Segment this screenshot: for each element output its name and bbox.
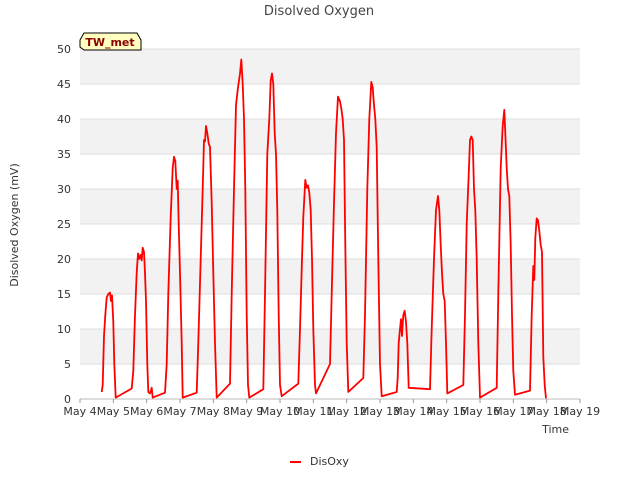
y-tick-label: 5 <box>64 358 71 371</box>
badge-label: TW_met <box>85 36 134 49</box>
x-tick-label: May 11 <box>293 405 333 418</box>
plot-band <box>80 49 580 84</box>
y-tick-label: 30 <box>57 183 71 196</box>
x-tick-label: May 6 <box>130 405 163 418</box>
x-tick-label: May 9 <box>230 405 263 418</box>
x-tick-label: May 17 <box>493 405 533 418</box>
chart-title: Disolved Oxygen <box>264 4 374 19</box>
x-tick-label: May 13 <box>360 405 400 418</box>
y-tick-label: 0 <box>64 393 71 406</box>
plot-band <box>80 259 580 294</box>
legend-label: DisOxy <box>310 455 349 468</box>
series-lines <box>100 58 547 399</box>
y-axis-ticks: 0 5 10 15 20 25 30 35 40 45 50 <box>57 43 71 406</box>
badge-background <box>79 32 142 51</box>
x-tick-label: May 12 <box>327 405 367 418</box>
x-tick-label: May 15 <box>427 405 467 418</box>
y-tick-label: 50 <box>57 43 71 56</box>
x-tick-label: May 10 <box>260 405 300 418</box>
plot-band <box>80 189 580 224</box>
y-tick-label: 15 <box>57 288 71 301</box>
plot-background <box>80 49 580 364</box>
y-tick-label: 40 <box>57 113 71 126</box>
x-tick-label: May 5 <box>97 405 130 418</box>
y-axis-label: Disolved Oxygen (mV) <box>8 163 21 287</box>
x-tick-label: May 14 <box>393 405 433 418</box>
y-tick-label: 35 <box>57 148 71 161</box>
x-tick-label: May 18 <box>527 405 567 418</box>
x-tick-label: May 19 <box>560 405 600 418</box>
gridlines <box>80 48 580 400</box>
x-tick-label: May 8 <box>197 405 230 418</box>
series-line-disoxy <box>100 58 547 399</box>
legend: DisOxy <box>290 455 349 468</box>
y-tick-label: 45 <box>57 78 71 91</box>
y-tick-label: 10 <box>57 323 71 336</box>
y-tick-label: 20 <box>57 253 71 266</box>
x-tick-label: May 16 <box>460 405 500 418</box>
x-axis-label: Time <box>541 423 569 436</box>
site-badge: TW_met <box>79 32 142 51</box>
y-tick-label: 25 <box>57 218 71 231</box>
x-tick-label: May 4 <box>63 405 96 418</box>
plot-band <box>80 119 580 154</box>
x-tick-label: May 7 <box>163 405 196 418</box>
